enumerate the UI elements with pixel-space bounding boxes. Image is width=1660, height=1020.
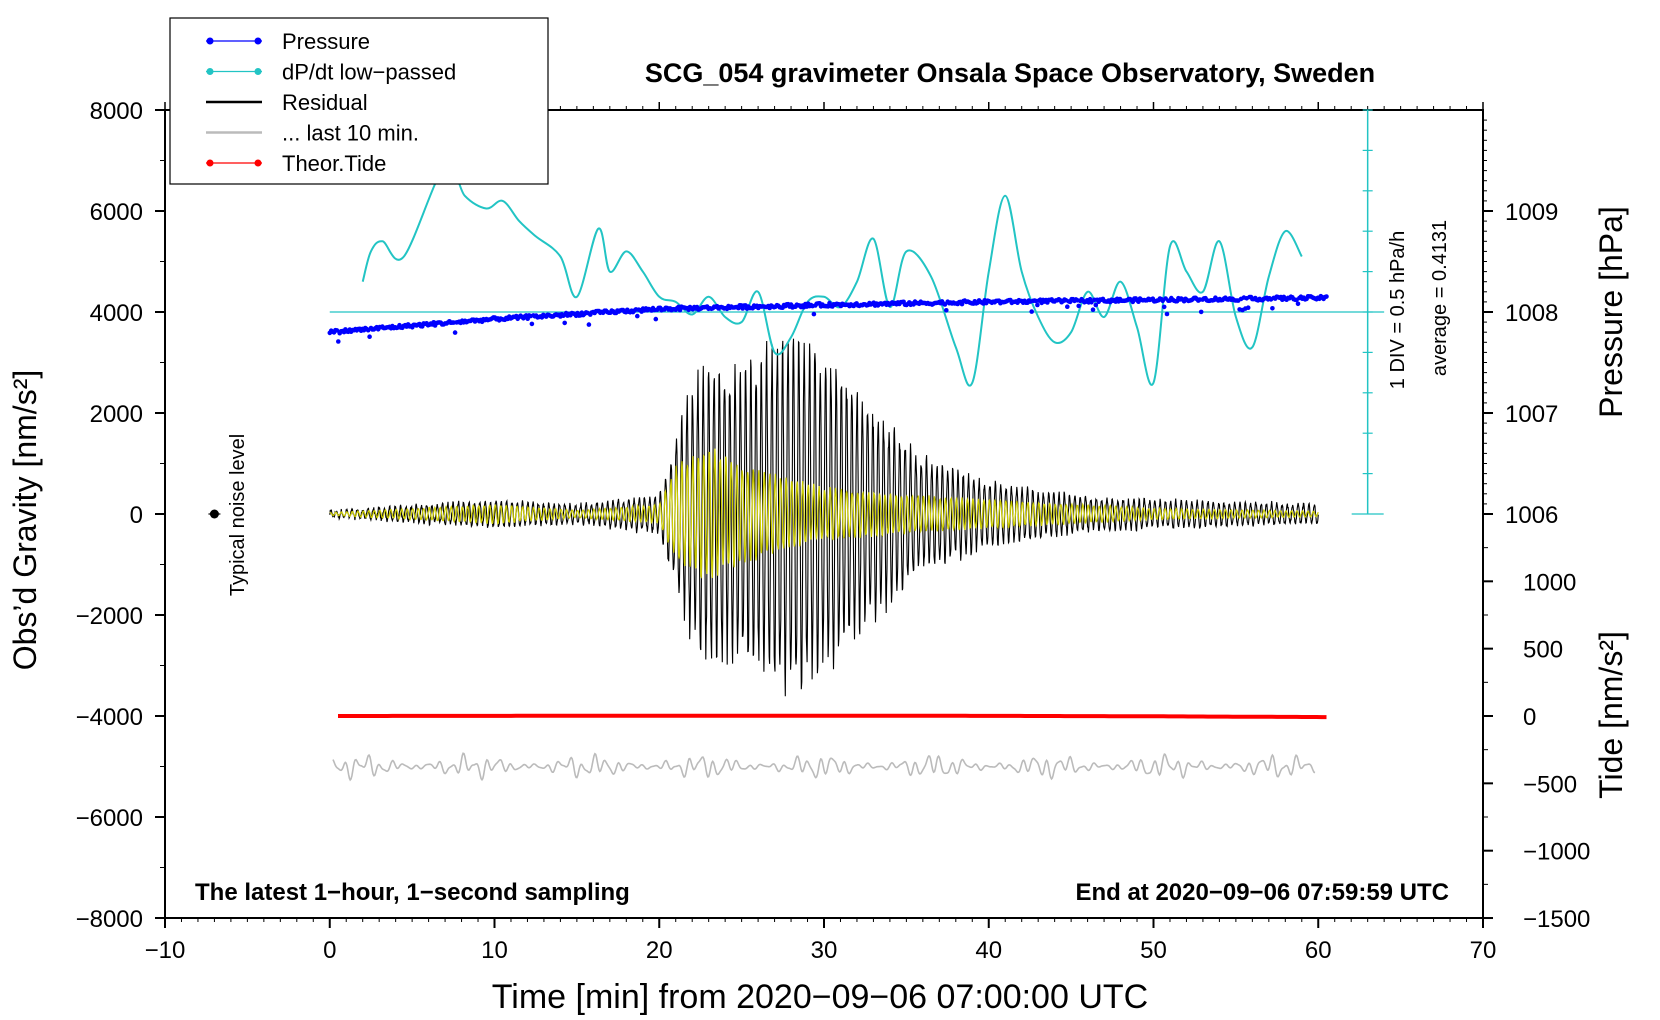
legend-label: ... last 10 min. <box>282 121 419 146</box>
pressure-point <box>1090 307 1096 313</box>
chart-title: SCG_054 gravimeter Onsala Space Observat… <box>645 58 1375 88</box>
pressure-point <box>1029 309 1034 314</box>
pressure-point <box>586 322 592 327</box>
pressure-point <box>452 330 458 335</box>
legend-marker <box>206 68 214 75</box>
pressure-tick-label: 1009 <box>1505 199 1558 226</box>
legend-label: Theor.Tide <box>282 151 386 176</box>
y-tick-label: −2000 <box>76 603 143 630</box>
y-tick-label: −6000 <box>76 805 143 832</box>
pressure-point <box>529 321 535 327</box>
series-filtered <box>329 448 1319 579</box>
y-tick-label: 2000 <box>90 401 143 428</box>
series-theor-tide <box>338 713 1327 720</box>
pressure-point <box>1093 302 1099 308</box>
plot-area <box>208 162 1385 782</box>
x-tick-label: 50 <box>1140 937 1167 964</box>
x-tick-label: 60 <box>1305 937 1332 964</box>
pressure-point <box>1245 305 1251 311</box>
pressure-point <box>334 328 340 333</box>
x-tick-label: 30 <box>811 937 838 964</box>
x-tick-label: 20 <box>646 937 673 964</box>
legend-label: Residual <box>282 90 368 115</box>
tide-tick-label: 1000 <box>1523 569 1576 596</box>
pressure-point <box>1270 306 1275 311</box>
pressure-point <box>1035 302 1040 308</box>
x-axis-label: Time [min] from 2020−09−06 07:00:00 UTC <box>492 978 1148 1016</box>
y-tick-label: 4000 <box>90 300 143 327</box>
pressure-point <box>1164 311 1170 317</box>
pressure-point <box>1198 309 1204 315</box>
tide-tick-label: −500 <box>1523 771 1577 798</box>
y-axis-label-tide: Tide [nm/s²] <box>1593 631 1629 799</box>
pressure-point <box>811 311 817 317</box>
annotation-bottom-left: The latest 1−hour, 1−second sampling <box>195 879 630 906</box>
pressure-point <box>944 308 949 313</box>
x-tick-label: 40 <box>975 937 1002 964</box>
pressure-point <box>1065 304 1070 310</box>
dpdt-average-label: average = 0.4131 <box>1429 220 1451 376</box>
pressure-tick-label: 1008 <box>1505 300 1558 327</box>
legend-label: Pressure <box>282 29 370 54</box>
pressure-tick-label: 1007 <box>1505 401 1558 428</box>
series-pressure <box>327 293 1329 344</box>
pressure-point <box>942 302 948 307</box>
x-tick-label: 10 <box>481 937 508 964</box>
y-tick-label: −8000 <box>76 906 143 933</box>
pressure-point <box>653 316 659 322</box>
pressure-point <box>1161 304 1167 310</box>
x-tick-label: 0 <box>323 937 336 964</box>
x-tick-label: 70 <box>1470 937 1497 964</box>
y-tick-label: 8000 <box>90 98 143 125</box>
dpdt-scale-label: 1 DIV = 0.5 hPa/h <box>1387 231 1409 389</box>
legend-marker <box>206 37 214 45</box>
tide-tick-label: 500 <box>1523 637 1563 664</box>
y-tick-label: −4000 <box>76 704 143 731</box>
tide-tick-label: −1500 <box>1523 906 1590 933</box>
y-tick-label: 0 <box>130 502 143 529</box>
axes: −10 0 10 20 30 40 50 60 70 −8000 −6000 −4000 −2000 0 2… <box>76 98 1591 964</box>
pressure-point <box>562 320 567 326</box>
legend-marker <box>254 37 262 45</box>
tide-tick-label: −1000 <box>1523 839 1590 866</box>
pressure-point <box>367 334 372 340</box>
series-dpdt <box>361 162 1303 387</box>
legend: Pressure dP/dt low−passed Residual ... last… <box>169 17 549 185</box>
noise-marker <box>209 509 219 519</box>
pressure-point <box>635 313 640 319</box>
pressure-point <box>336 339 341 344</box>
y-axis-label-left: Obs’d Gravity [nm/s²] <box>7 370 43 671</box>
y-axis-label-pressure: Pressure [hPa] <box>1593 206 1629 418</box>
legend-marker <box>254 159 262 167</box>
x-tick-label: −10 <box>145 937 186 964</box>
pressure-point <box>1324 294 1329 299</box>
annotation-bottom-right: End at 2020−09−06 07:59:59 UTC <box>1075 879 1449 906</box>
noise-level-label: Typical noise level <box>227 434 249 596</box>
pressure-point <box>1076 303 1081 309</box>
series-last-10-min <box>332 752 1316 782</box>
tide-tick-label: 0 <box>1523 704 1536 731</box>
y-tick-label: 6000 <box>90 199 143 226</box>
pressure-tick-label: 1006 <box>1505 502 1558 529</box>
pressure-point <box>1295 301 1301 307</box>
legend-marker <box>254 68 262 75</box>
legend-label: dP/dt low−passed <box>282 60 456 85</box>
legend-marker <box>206 159 214 167</box>
